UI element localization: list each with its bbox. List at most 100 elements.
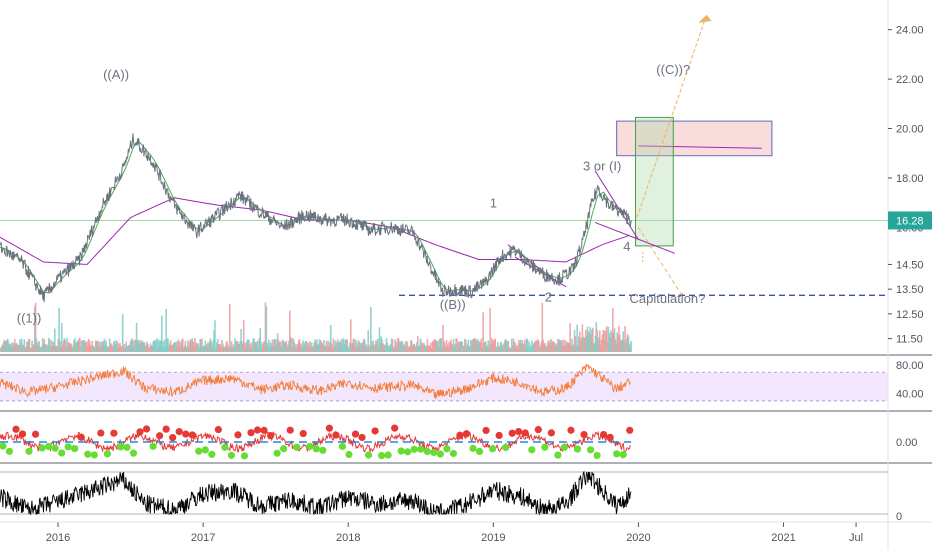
volume-bar [415,345,417,352]
volume-bar [112,347,114,352]
wedge-line [594,170,639,240]
volume-bar [12,347,14,352]
volume-bar [442,324,444,352]
volume-bar [47,338,50,352]
volume-bar [71,347,73,352]
volume-bar [386,342,389,352]
volume-bar [220,347,222,352]
volume-bar [117,347,120,352]
volume-bar [462,345,464,352]
volume-bar [102,341,105,352]
volume-bar [372,340,375,352]
volume-bar [51,346,53,352]
volume-bar [118,343,120,352]
wave-label: 1 [490,196,497,211]
volume-bar [41,338,44,352]
volume-bar [161,315,163,352]
volume-bar [196,345,199,352]
volume-bar [8,344,11,352]
volume-bar [377,347,380,352]
volume-bar [426,339,429,352]
volume-bar [570,345,572,352]
volume-bar [31,340,33,352]
rsi-line [0,363,631,399]
momentum-dot [162,425,170,433]
volume-bar [23,339,26,352]
volume-bar [444,342,446,352]
volume-bar [370,307,372,352]
volume-bar [521,340,524,352]
volume-bar [618,325,620,352]
volume-bar [403,345,406,352]
momentum-dot [156,432,164,440]
momentum-dot [38,444,46,452]
volume-bar [83,339,86,352]
volume-bar [574,335,577,352]
volume-bar [627,336,630,352]
volume-bar [323,346,326,352]
volume-bar [188,346,190,352]
momentum-dot [240,452,249,460]
volume-bar [303,344,306,352]
volume-bar [235,341,237,352]
volume-bar [268,339,270,352]
volume-bar [477,342,480,352]
volume-bar [97,340,100,352]
volume-bar [533,342,536,352]
volume-bar [484,342,486,352]
volume-bar [482,312,484,352]
volume-bar [73,340,75,352]
volume-bar [397,338,400,352]
momentum-dot [51,444,59,452]
volume-bar [124,347,127,352]
volume-bar [547,340,550,352]
volume-bar [158,342,161,352]
volume-bar [420,341,423,352]
volume-bar [418,346,421,352]
volume-bar [396,345,398,352]
volume-bar [556,342,558,352]
volume-bar [515,347,517,352]
volume-bar [9,344,12,352]
volume-bar [503,343,505,352]
wave-label: ((C))? [656,62,690,77]
momentum-dot [201,446,209,454]
rsi-band [0,372,888,401]
volume-bar [545,346,548,352]
volume-bar [554,345,557,352]
volume-bar [307,346,309,352]
volume-bar [53,342,55,352]
volume-bar [550,339,552,352]
volume-bar [119,343,121,352]
volume-bar [91,341,94,352]
volume-bar [259,328,262,352]
volume-bar [593,343,596,352]
volume-bar [22,344,25,352]
volume-bar [262,343,264,352]
volume-bar [127,344,130,352]
volume-bar [78,338,80,352]
volume-bar [605,326,608,352]
momentum-dot [58,449,66,457]
volume-bar [210,342,213,352]
volume-bar [488,347,490,352]
volume-bar [544,346,547,352]
volume-bar [52,341,54,352]
volume-bar [334,340,336,352]
volume-bar [211,346,214,352]
momentum-dot [580,430,588,439]
volume-bar [500,341,503,352]
volume-bar [276,333,279,352]
volume-bar [226,340,228,352]
volume-bar [424,346,427,352]
volume-bar [552,341,555,352]
volume-bar [468,346,470,352]
volume-bar [86,341,88,352]
last-price-badge [888,211,932,230]
volume-bar [293,341,295,352]
volume-bar [400,341,403,352]
volume-bar [105,340,107,352]
volume-bar [140,343,142,352]
volume-bar [191,338,194,352]
